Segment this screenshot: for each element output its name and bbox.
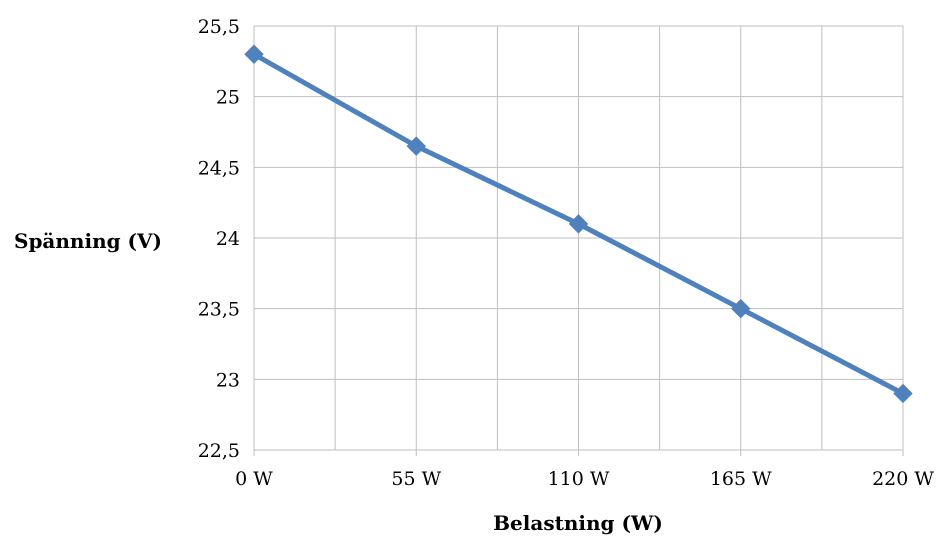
y-axis-title: Spänning (V) bbox=[14, 229, 162, 253]
data-point-marker bbox=[244, 44, 264, 64]
x-tick-label: 220 W bbox=[872, 468, 934, 490]
data-point-marker bbox=[893, 383, 913, 404]
tick-labels: 22,5 23 23,5 24 24,5 25 25,5 0 W 55 W 110 W 165 W 2… bbox=[198, 16, 935, 490]
data-point-marker bbox=[406, 136, 426, 156]
x-tick-label: 0 W bbox=[235, 468, 273, 490]
y-tick-label: 23,5 bbox=[198, 299, 240, 321]
y-tick-label: 25 bbox=[216, 87, 240, 109]
x-tick-label: 55 W bbox=[391, 468, 441, 490]
data-point-marker bbox=[731, 298, 751, 319]
x-tick-label: 165 W bbox=[710, 468, 772, 490]
data-point-marker bbox=[568, 214, 589, 234]
x-tick-label: 110 W bbox=[548, 468, 610, 490]
y-tick-label: 22,5 bbox=[198, 440, 240, 462]
y-tick-label: 25,5 bbox=[198, 16, 240, 38]
series-group bbox=[244, 44, 913, 404]
y-tick-label: 23 bbox=[216, 369, 240, 391]
x-axis-title: Belastning (W) bbox=[493, 511, 663, 535]
grid-lines bbox=[253, 25, 904, 456]
y-tick-label: 24 bbox=[216, 228, 240, 250]
y-tick-label: 24,5 bbox=[198, 157, 240, 179]
